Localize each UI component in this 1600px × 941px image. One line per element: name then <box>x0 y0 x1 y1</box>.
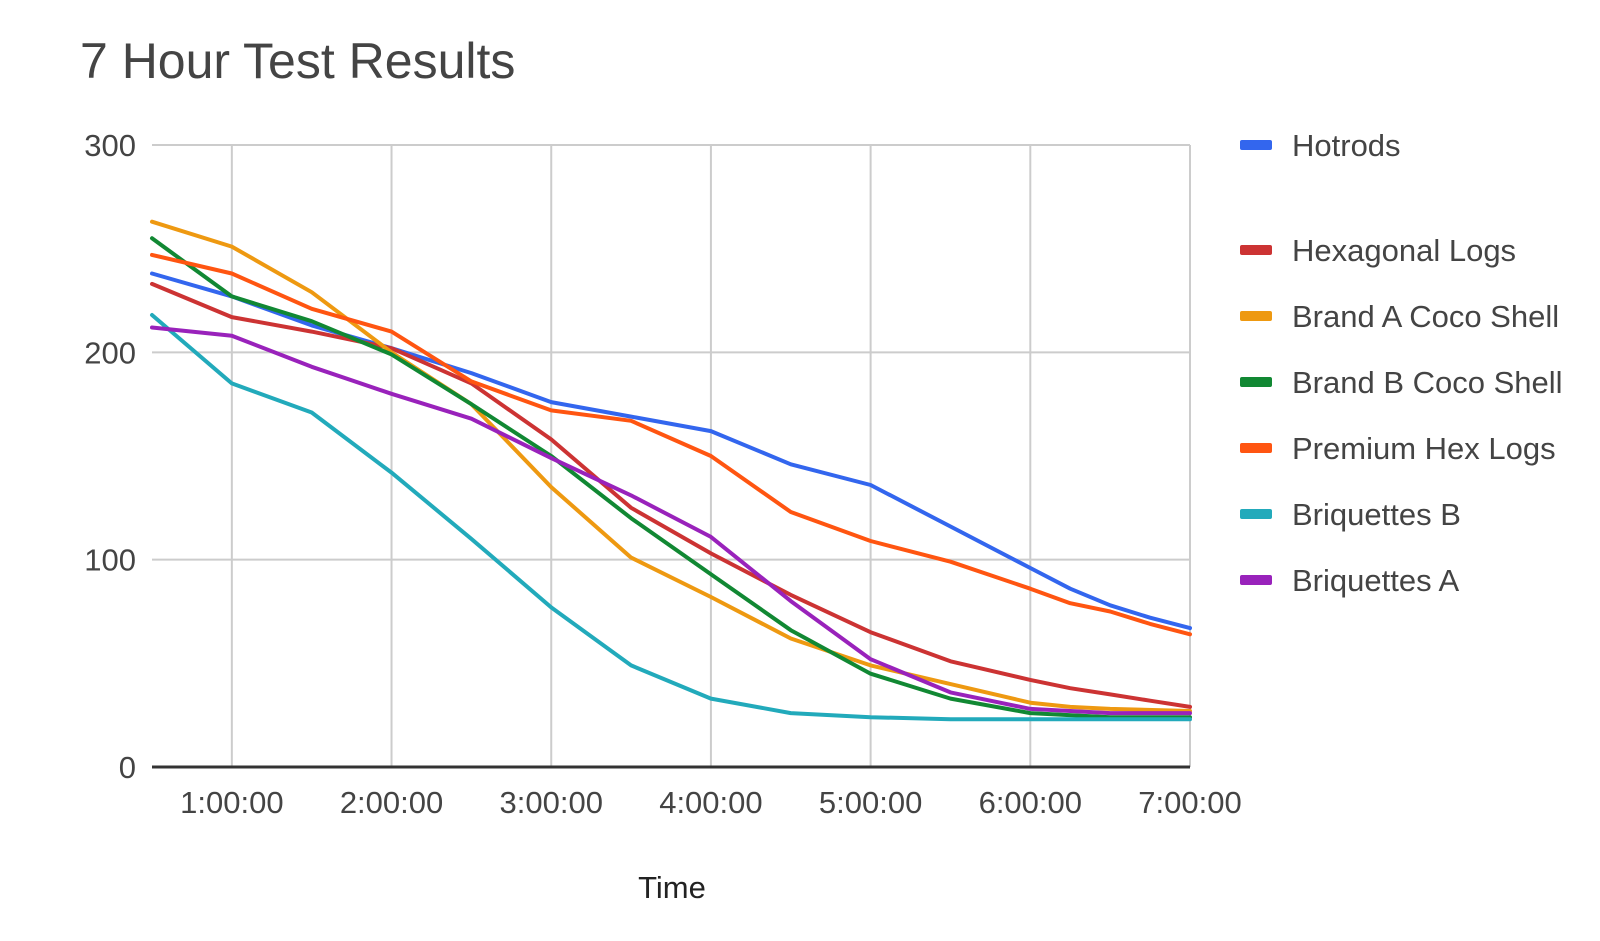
axes: 0 100 200 300 1:00:00 2:00:00 3:00:00 4:00:00 5:… <box>84 128 1241 820</box>
legend-label: Brand A Coco Shell <box>1292 299 1559 334</box>
y-tick-label: 100 <box>84 543 136 578</box>
legend-swatch <box>1240 443 1272 453</box>
legend-swatch <box>1240 575 1272 585</box>
grid <box>152 144 1191 767</box>
legend-swatch <box>1240 377 1272 387</box>
y-tick-label: 200 <box>84 335 136 370</box>
legend-label: Briquettes A <box>1292 563 1459 598</box>
x-tick-label: 6:00:00 <box>979 785 1082 820</box>
legend-label: Brand B Coco Shell <box>1292 365 1563 400</box>
series-line-briquettes-a <box>150 325 1192 716</box>
series-line-brand-b-coco-shell <box>150 236 1192 720</box>
x-tick-label: 3:00:00 <box>500 785 603 820</box>
legend-label: Hexagonal Logs <box>1292 233 1516 268</box>
chart-title: 7 Hour Test Results <box>80 33 515 89</box>
series-line-premium-hex-logs <box>150 252 1192 637</box>
x-tick-label: 4:00:00 <box>659 785 762 820</box>
series-line-brand-a-coco-shell <box>150 219 1192 713</box>
legend: Hotrods Hexagonal Logs Brand A Coco Shell B… <box>1240 128 1563 598</box>
y-tick-label: 0 <box>119 750 136 785</box>
legend-swatch <box>1240 311 1272 321</box>
legend-label: Hotrods <box>1292 128 1401 163</box>
series-lines <box>150 219 1192 722</box>
x-tick-label: 5:00:00 <box>819 785 922 820</box>
x-tick-label: 1:00:00 <box>180 785 283 820</box>
series-line-hotrods <box>150 271 1192 631</box>
x-tick-label: 2:00:00 <box>340 785 443 820</box>
x-tick-label: 7:00:00 <box>1138 785 1241 820</box>
legend-swatch <box>1240 509 1272 519</box>
legend-swatch <box>1240 140 1272 150</box>
x-axis-title: Time <box>638 870 706 905</box>
y-tick-label: 300 <box>84 128 136 163</box>
legend-swatch <box>1240 245 1272 255</box>
series-line-briquettes-b <box>150 313 1192 722</box>
series-line-hexagonal-logs <box>150 281 1192 709</box>
legend-label: Premium Hex Logs <box>1292 431 1556 466</box>
legend-label: Briquettes B <box>1292 497 1461 532</box>
